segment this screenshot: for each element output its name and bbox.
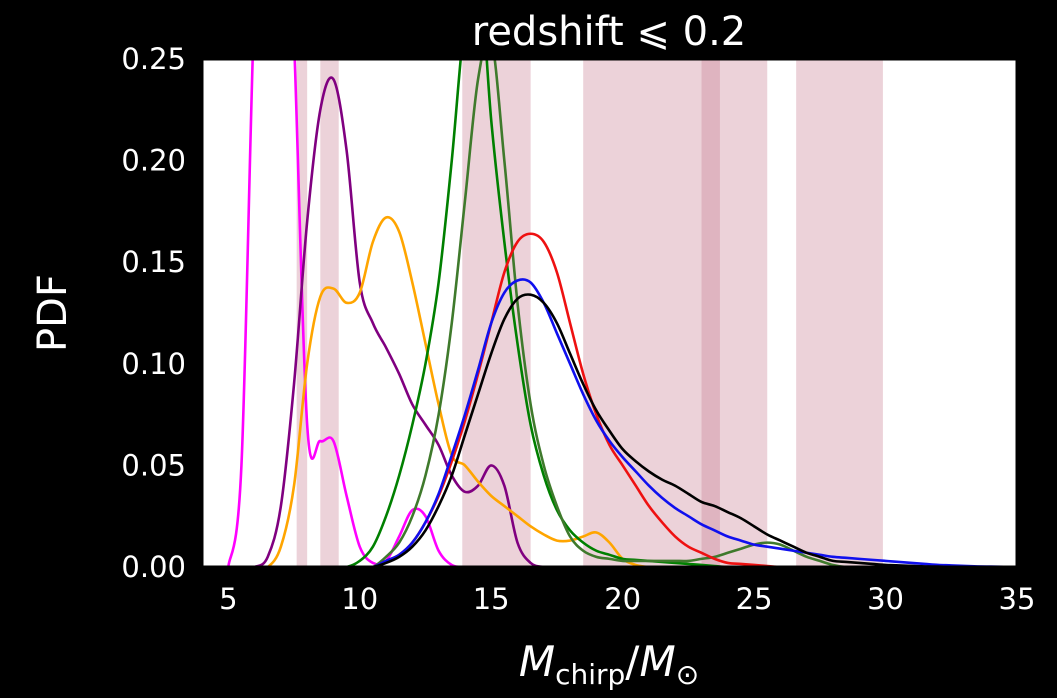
y-axis-label: PDF (30, 274, 76, 352)
y-tick-label: 0.00 (121, 550, 186, 584)
x-tick-label: 15 (473, 582, 510, 616)
y-tick-label: 0.20 (121, 144, 186, 178)
curves (227, 59, 1017, 567)
y-tick-label: 0.15 (121, 245, 186, 279)
pdf-curve (228, 232, 1017, 567)
shaded-band (320, 59, 339, 567)
x-tick-label: 30 (867, 582, 904, 616)
y-tick-label: 0.25 (121, 42, 186, 76)
x-tick-label: 5 (219, 582, 237, 616)
x-tick-label: 35 (999, 582, 1036, 616)
pdf-curve (228, 59, 1017, 567)
x-axis-label: Mchirp/M⊙ (519, 637, 699, 691)
y-tick-label: 0.10 (121, 347, 186, 381)
pdf-curve (228, 278, 1017, 567)
y-tick-label: 0.05 (121, 448, 186, 482)
x-label-part: ⊙ (676, 658, 699, 691)
pdf-curve (228, 293, 1017, 567)
pdf-curve (228, 215, 1017, 567)
x-tick-label: 20 (604, 582, 641, 616)
plot-frame (200, 57, 1019, 569)
x-label-part: M (639, 637, 675, 686)
plot-area (202, 59, 1017, 567)
chart-title: redshift ⩽ 0.2 (472, 9, 747, 55)
bands (296, 59, 883, 567)
pdf-curve (228, 76, 1017, 567)
axes: 5 10 15 20 25 30 35 0.00 0.05 0.10 0.15 0.20 0.25 (121, 42, 1035, 616)
shaded-band (583, 59, 720, 567)
x-label-part: / (625, 637, 640, 686)
shaded-band (796, 59, 883, 567)
shaded-band (701, 59, 768, 567)
x-label-part: chirp (555, 658, 625, 691)
x-tick-label: 25 (736, 582, 773, 616)
pdf-curve (228, 59, 1017, 567)
x-label-part: M (519, 637, 555, 686)
pdf-curve (227, 59, 1017, 567)
x-tick-label: 10 (341, 582, 378, 616)
